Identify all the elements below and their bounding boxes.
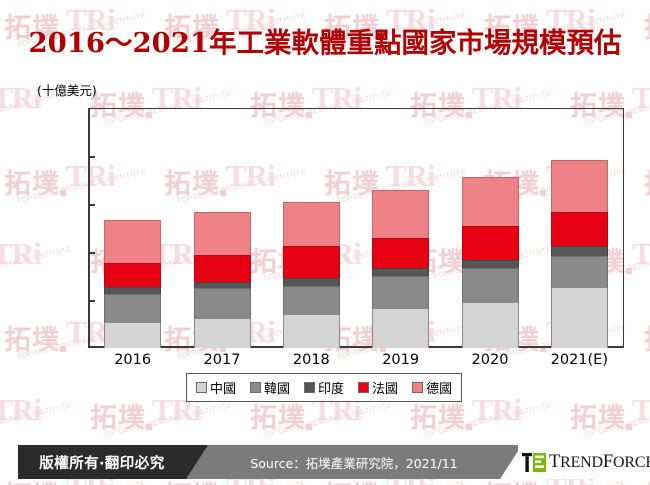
bar-segment — [193, 212, 251, 256]
bar-segment — [550, 245, 608, 257]
footer-left-slant — [186, 445, 208, 479]
legend-swatch-icon — [304, 382, 316, 393]
stacked-bar-2016 — [104, 0, 162, 348]
bar-segment — [193, 255, 251, 283]
source-note: Source：拓墣產業研究院，2021/11 — [250, 455, 458, 471]
bar-segment — [104, 322, 162, 348]
plot-area — [88, 108, 624, 348]
bar-segment — [372, 237, 430, 268]
bar-segment — [282, 202, 340, 246]
legend-label: 韓國 — [264, 382, 291, 397]
x-axis-tick-label: 2019 — [382, 352, 420, 368]
trendforce-logo-icon — [522, 452, 546, 472]
bar-segment — [550, 287, 608, 348]
bar-segment — [372, 268, 430, 276]
legend-item-韓國[interactable]: 韓國 — [250, 378, 290, 397]
bar-segment — [282, 245, 340, 278]
bar-segment — [193, 317, 251, 348]
legend-label: 法國 — [372, 382, 399, 397]
bar-segment — [282, 277, 340, 286]
bar-segment — [193, 288, 251, 318]
legend-swatch-icon — [358, 382, 370, 393]
bar-segment — [104, 220, 162, 264]
legend-item-法國[interactable]: 法國 — [358, 378, 398, 397]
y-axis-tick-mark — [88, 300, 95, 302]
bar-segment — [104, 293, 162, 323]
footer-right-slant — [500, 445, 522, 479]
bar-segment — [193, 282, 251, 289]
bar-segment — [461, 226, 519, 261]
bar-segment — [104, 263, 162, 288]
y-axis-tick-mark — [88, 204, 95, 206]
bar-segment — [282, 285, 340, 315]
x-axis-tick-label: 2017 — [203, 352, 241, 368]
trendforce-logo-text: TRENDFORCE — [549, 451, 650, 472]
bar-segment — [461, 176, 519, 227]
page-title: 2016～2021年工業軟體重點國家市場規模預估 — [28, 27, 622, 59]
stacked-bar-2017 — [193, 0, 251, 348]
y-axis-tick-mark — [88, 156, 95, 158]
bar-segment — [104, 287, 162, 294]
legend-swatch-icon — [250, 382, 262, 393]
bar-segment — [461, 268, 519, 302]
bar-segment — [461, 301, 519, 348]
bar-segment — [282, 314, 340, 348]
legend-swatch-icon — [412, 382, 424, 393]
bar-segment — [550, 212, 608, 246]
bar-segment — [372, 308, 430, 348]
chart-legend: 中國 韓國 印度 法國 德國 — [186, 373, 463, 402]
x-axis-tick-label: 2020 — [471, 352, 509, 368]
legend-swatch-icon — [196, 382, 207, 393]
bar-segment — [372, 276, 430, 308]
bar-segment — [372, 189, 430, 238]
footer-left-block — [18, 445, 186, 479]
copyright-notice: 版權所有‧翻印必究 — [39, 455, 165, 472]
x-axis-tick-label: 2016 — [114, 352, 152, 368]
bar-segment — [550, 256, 608, 288]
legend-item-印度[interactable]: 印度 — [304, 378, 344, 397]
x-axis-tick-label: 2021(E) — [550, 352, 609, 368]
trendforce-logo: TRENDFORCE — [518, 445, 650, 479]
legend-label: 印度 — [318, 382, 345, 397]
y-axis-tick-mark — [88, 252, 95, 254]
legend-item-中國[interactable]: 中國 — [196, 378, 236, 397]
bar-segment — [461, 260, 519, 269]
bar-segment — [550, 160, 608, 213]
footer-bar: 版權所有‧翻印必究 Source：拓墣產業研究院，2021/11 TRENDFO… — [0, 441, 650, 485]
x-axis-tick-label: 2018 — [292, 352, 330, 368]
legend-item-德國[interactable]: 德國 — [412, 378, 452, 397]
legend-label: 德國 — [426, 382, 453, 397]
stacked-bar-2019 — [372, 0, 430, 348]
stacked-bar-2021E — [550, 0, 608, 348]
y-axis-unit-label: (十億美元) — [37, 83, 97, 98]
legend-label: 中國 — [210, 382, 237, 397]
